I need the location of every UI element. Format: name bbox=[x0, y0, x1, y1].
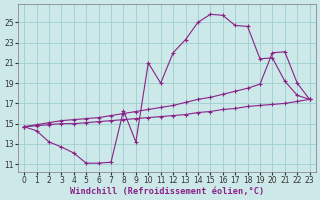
X-axis label: Windchill (Refroidissement éolien,°C): Windchill (Refroidissement éolien,°C) bbox=[70, 187, 264, 196]
